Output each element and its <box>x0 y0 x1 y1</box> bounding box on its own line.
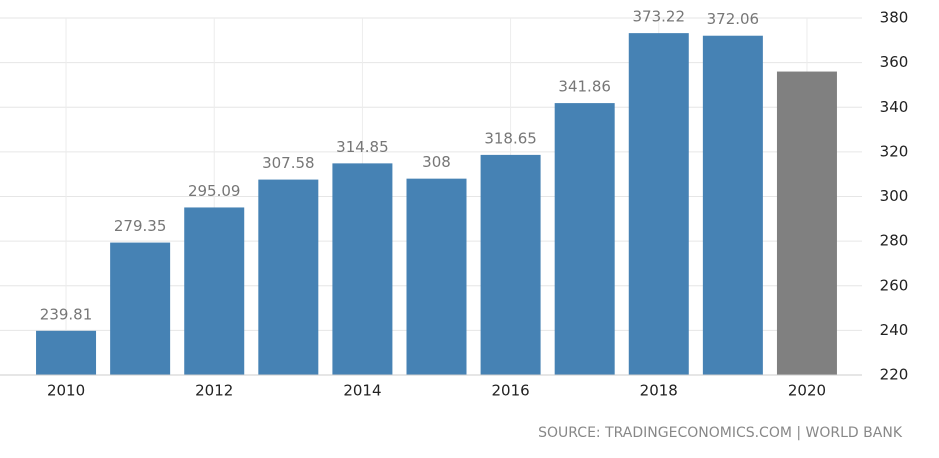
value-label: 279.35 <box>114 217 167 235</box>
value-label: 314.85 <box>336 138 389 156</box>
x-tick-label: 2012 <box>195 382 233 400</box>
bar <box>258 179 319 375</box>
bar <box>480 154 541 375</box>
bar <box>36 330 97 375</box>
x-tick-label: 2016 <box>491 382 529 400</box>
bar <box>110 242 171 375</box>
value-label: 308 <box>422 153 451 171</box>
value-label: 307.58 <box>262 154 315 172</box>
y-tick-label: 360 <box>880 53 909 71</box>
bar <box>628 33 689 376</box>
y-tick-label: 300 <box>880 187 909 205</box>
bar <box>554 103 615 375</box>
bar <box>332 163 393 375</box>
bar <box>406 178 467 375</box>
value-label: 372.06 <box>707 10 760 28</box>
value-label: 341.86 <box>558 78 611 96</box>
y-tick-label: 280 <box>880 232 909 250</box>
y-tick-label: 320 <box>880 142 909 160</box>
bar <box>702 35 763 375</box>
bar <box>184 207 245 375</box>
bar <box>776 71 837 376</box>
value-label: 239.81 <box>40 305 93 323</box>
source: SOURCE: TRADINGECONOMICS.COM | WORLD BAN… <box>538 425 903 441</box>
y-tick-label: 340 <box>880 98 909 116</box>
x-tick-label: 2020 <box>788 382 826 400</box>
y-tick-label: 240 <box>880 321 909 339</box>
x-tick-label: 2014 <box>343 382 381 400</box>
y-tick-label: 260 <box>880 276 909 294</box>
y-tick-label: 220 <box>880 366 909 384</box>
x-tick-label: 2018 <box>640 382 678 400</box>
y-tick-label: 380 <box>880 9 909 27</box>
value-label: 373.22 <box>633 8 686 26</box>
value-label: 318.65 <box>484 129 537 147</box>
value-label: 295.09 <box>188 182 241 200</box>
x-tick-label: 2010 <box>47 382 85 400</box>
